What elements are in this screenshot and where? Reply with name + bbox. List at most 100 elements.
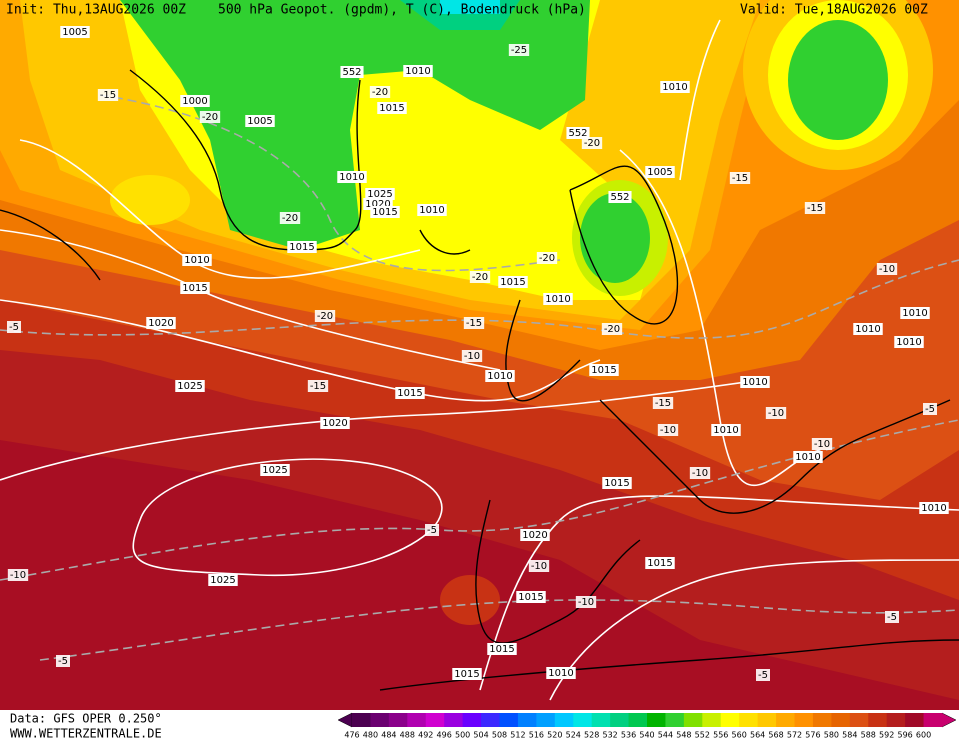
geopotential-label-box	[566, 127, 590, 139]
isobar-label: 1015	[604, 478, 629, 489]
geopotential-label: 552	[568, 128, 587, 139]
temperature-label: -5	[58, 656, 68, 667]
temperature-label: -20	[372, 87, 388, 98]
temperature-label-box	[885, 611, 899, 623]
temperature-label: -15	[732, 173, 748, 184]
legend-label: 544	[658, 731, 673, 740]
legend-swatch	[370, 713, 390, 727]
legend-swatch	[776, 713, 795, 727]
legend-label: 548	[676, 731, 691, 740]
legend-label: 560	[732, 731, 747, 740]
isobar-label: 1015	[647, 558, 672, 569]
temperature-label-box	[652, 397, 674, 409]
temperature-label-box	[425, 524, 439, 536]
isobar-label-box	[516, 591, 546, 603]
isobar-label: 1015	[500, 277, 525, 288]
isobar-label: 1005	[647, 167, 672, 178]
legend-label: 504	[473, 731, 488, 740]
geopotential-label: 552	[342, 67, 361, 78]
isobar-label: 1015	[372, 207, 397, 218]
legend-swatch	[407, 713, 427, 727]
legend-swatch	[923, 713, 943, 727]
isobar-label: 1000	[182, 96, 207, 107]
legend-label: 600	[916, 731, 931, 740]
geopotential-label-box	[608, 191, 632, 203]
isobar-label: 1025	[262, 465, 287, 476]
temperature-label-box	[811, 438, 833, 450]
isobar-label-box	[287, 241, 317, 253]
isobar-label: 1020	[365, 199, 390, 210]
temperature-label: -20	[317, 311, 333, 322]
isobar-label: 1025	[210, 575, 235, 586]
isobar-label: 1025	[177, 381, 202, 392]
isobar-label-box	[853, 323, 883, 335]
isobar-label-box	[452, 668, 482, 680]
temperature-label-box	[56, 655, 70, 667]
temperature-label-box	[528, 560, 550, 572]
legend-swatch	[554, 713, 574, 727]
legend-label: 552	[695, 731, 710, 740]
temperature-label: -10	[531, 561, 547, 572]
legend-swatch	[849, 713, 869, 727]
legend-swatch	[757, 713, 777, 727]
isobar-label-box	[146, 317, 176, 329]
legend-swatch	[647, 713, 666, 727]
legend-label: 476	[344, 731, 359, 740]
isobar-label: 1010	[487, 371, 512, 382]
isobar-label-box	[589, 364, 619, 376]
temperature-label: -5	[887, 612, 897, 623]
legend-label: 536	[621, 731, 636, 740]
legend-label: 592	[879, 731, 894, 740]
temperature-label: -10	[879, 264, 895, 275]
isobar-label-box	[498, 276, 528, 288]
isobar-label-box	[417, 204, 447, 216]
legend-swatch	[628, 713, 648, 727]
legend-label: 500	[455, 731, 470, 740]
isobar-label-box	[245, 115, 275, 127]
temperature-label-box	[804, 202, 826, 214]
temperature-label: -5	[758, 670, 768, 681]
temperature-label-box	[279, 212, 301, 224]
isobar-label-box	[182, 254, 212, 266]
isobar-label: 1015	[397, 388, 422, 399]
isobar-label-box	[546, 667, 576, 679]
legend-label: 492	[418, 731, 433, 740]
legend-swatch	[573, 713, 593, 727]
temperature-label: -5	[925, 404, 935, 415]
isobar-label: 1010	[795, 452, 820, 463]
temperature-label: -20	[604, 324, 620, 335]
legend-swatch	[812, 713, 832, 727]
legend-label: 520	[547, 731, 562, 740]
temperature-label: -15	[655, 398, 671, 409]
isobar-label: 1015	[289, 242, 314, 253]
isobar-label: 1025	[367, 189, 392, 200]
legend-swatch	[702, 713, 722, 727]
data-source: Data: GFS OPER 0.250°	[10, 712, 162, 726]
legend-swatch	[665, 713, 685, 727]
legend-swatch	[905, 713, 925, 727]
legend-swatch	[536, 713, 556, 727]
site: WWW.WETTERZENTRALE.DE	[10, 727, 162, 741]
isobar-label: 1015	[379, 103, 404, 114]
temperature-label-box	[7, 569, 29, 581]
legend-label: 524	[566, 731, 581, 740]
temperature-label: -10	[692, 468, 708, 479]
isobar-label: 1015	[489, 644, 514, 655]
legend-swatch	[868, 713, 888, 727]
geopotential-label-box	[340, 66, 364, 78]
isobar-label: 1010	[339, 172, 364, 183]
legend-label: 564	[750, 731, 765, 740]
color-legend: 476 480 484 488 492 496 500 504 508 512 516 520 524 5…	[337, 712, 957, 740]
isobar-label-box	[487, 643, 517, 655]
temperature-label-box	[97, 89, 119, 101]
isobar-label-box	[260, 464, 290, 476]
legend-swatch	[462, 713, 482, 727]
temperature-label: -10	[814, 439, 830, 450]
geopotential-label: 552	[610, 192, 629, 203]
legend-swatch	[388, 713, 408, 727]
isobar-label-box	[485, 370, 515, 382]
legend-swatch	[831, 713, 851, 727]
isobar-label-box	[395, 387, 425, 399]
legend-label: 488	[400, 731, 415, 740]
temperature-label-box	[369, 86, 391, 98]
